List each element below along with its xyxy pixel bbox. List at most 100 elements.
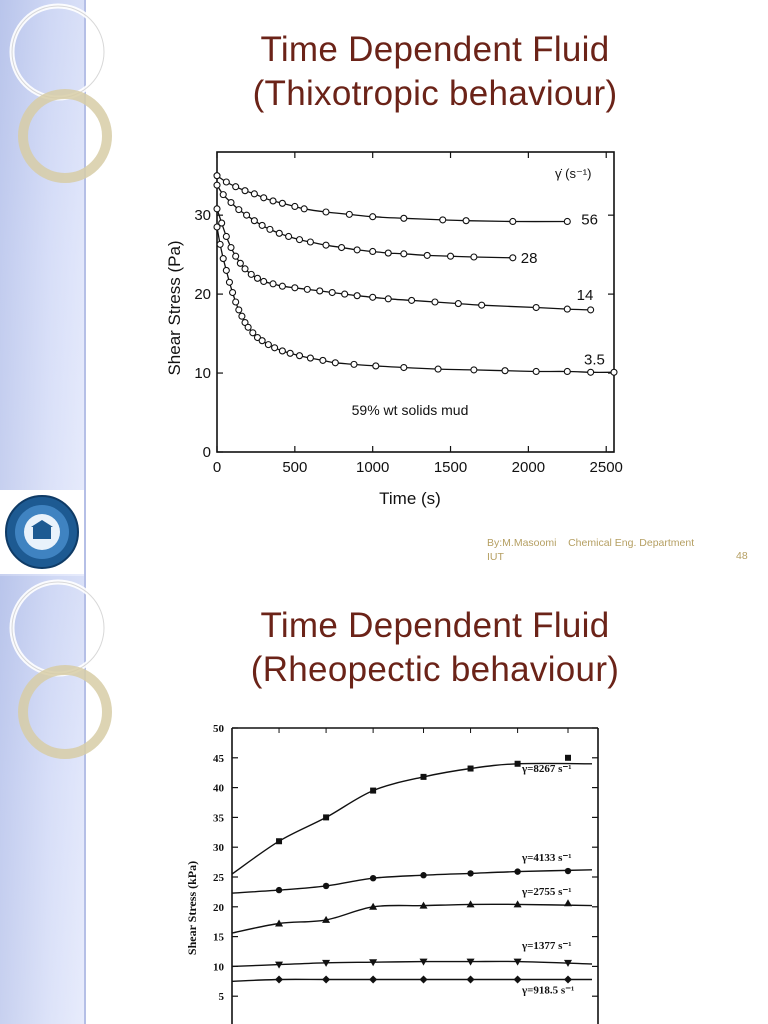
data-point bbox=[514, 760, 521, 767]
data-point bbox=[322, 208, 330, 216]
y-tick-label: 10 bbox=[213, 961, 225, 973]
x-tick-label: 500 bbox=[282, 459, 307, 476]
slide-title: Time Dependent Fluid (Rheopectic behavio… bbox=[150, 604, 720, 692]
data-point bbox=[563, 367, 571, 376]
series-label: γ=918.5 s⁻¹ bbox=[521, 985, 574, 997]
data-point bbox=[275, 886, 283, 894]
data-point bbox=[353, 292, 361, 300]
data-point bbox=[509, 217, 517, 226]
data-point bbox=[275, 961, 284, 969]
data-point bbox=[278, 347, 286, 355]
data-point bbox=[431, 298, 439, 306]
data-point bbox=[235, 306, 243, 314]
data-point bbox=[275, 919, 284, 927]
data-point bbox=[260, 194, 268, 202]
data-point bbox=[285, 232, 293, 241]
data-point bbox=[275, 975, 284, 984]
x-tick-label: 2000 bbox=[512, 459, 545, 476]
data-point bbox=[216, 240, 224, 248]
data-point bbox=[243, 211, 251, 219]
data-point bbox=[384, 249, 392, 257]
x-tick-label: 1000 bbox=[356, 459, 389, 476]
data-point bbox=[369, 247, 377, 256]
series-14: 14 bbox=[213, 205, 595, 314]
data-point bbox=[470, 253, 478, 261]
rheopectic-chart: 5 10 15 20 25 30 35 40 45 50 γ=8267 s⁻¹ γ=4133 s⁻¹… bbox=[185, 723, 599, 1024]
data-point bbox=[222, 266, 230, 274]
data-point bbox=[369, 959, 378, 967]
data-point bbox=[241, 265, 249, 273]
data-point bbox=[454, 300, 462, 308]
series-diamond: γ=918.5 s⁻¹ bbox=[231, 975, 592, 997]
data-point bbox=[466, 900, 475, 908]
data-point bbox=[253, 274, 262, 282]
data-point bbox=[322, 959, 331, 967]
data-point bbox=[232, 252, 240, 260]
series-label: 56 bbox=[581, 211, 598, 228]
series-label: γ=8267 s⁻¹ bbox=[521, 763, 572, 775]
footer-line-1: By:M.Masoomi Chemical Eng. Department bbox=[487, 537, 695, 549]
data-point bbox=[276, 838, 283, 845]
data-point bbox=[278, 199, 286, 207]
series-triangle: γ=2755 s⁻¹ bbox=[231, 886, 593, 934]
data-point bbox=[408, 296, 416, 304]
title-line-2: (Thixotropic behaviour) bbox=[252, 74, 618, 113]
data-point bbox=[269, 280, 277, 288]
data-point bbox=[295, 352, 304, 360]
data-point bbox=[258, 221, 266, 229]
legend-title: γ̇ (s⁻¹) bbox=[555, 166, 591, 181]
slide-title: Time Dependent Fluid (Thixotropic behavi… bbox=[150, 28, 720, 116]
data-point bbox=[509, 254, 517, 262]
data-point bbox=[369, 874, 377, 882]
data-point bbox=[419, 975, 428, 984]
data-point bbox=[222, 178, 230, 186]
data-point bbox=[322, 975, 331, 984]
y-tick-label: 30 bbox=[194, 207, 211, 224]
y-tick-label: 50 bbox=[213, 723, 225, 735]
data-point bbox=[303, 285, 311, 293]
series-label: γ=2755 s⁻¹ bbox=[521, 886, 572, 898]
series-3-5: 3.5 bbox=[213, 223, 618, 376]
data-point bbox=[532, 303, 540, 312]
data-point bbox=[331, 359, 339, 367]
data-point bbox=[501, 367, 509, 375]
data-point bbox=[353, 246, 361, 254]
data-point bbox=[295, 236, 304, 244]
data-point bbox=[253, 333, 262, 342]
data-point bbox=[323, 814, 330, 821]
data-point bbox=[291, 284, 299, 292]
data-point bbox=[369, 902, 378, 910]
data-point bbox=[250, 190, 258, 198]
data-point bbox=[446, 252, 455, 260]
ring-decoration bbox=[9, 579, 112, 759]
plot-frame bbox=[216, 151, 615, 453]
sidebar-decoration bbox=[0, 576, 86, 1024]
data-point bbox=[513, 900, 522, 908]
data-point bbox=[610, 368, 618, 376]
data-point bbox=[400, 363, 408, 372]
data-point bbox=[260, 277, 268, 286]
data-point bbox=[278, 282, 286, 290]
data-point bbox=[247, 270, 255, 278]
data-point bbox=[222, 232, 230, 241]
data-point bbox=[306, 354, 314, 362]
data-point bbox=[229, 288, 237, 297]
data-point bbox=[219, 255, 227, 263]
series-triangle-down: γ=1377 s⁻¹ bbox=[231, 940, 593, 969]
data-point bbox=[244, 323, 252, 331]
data-point bbox=[225, 278, 234, 286]
data-point bbox=[345, 210, 353, 218]
data-point bbox=[341, 290, 349, 298]
series-square: γ=8267 s⁻¹ bbox=[231, 754, 593, 875]
data-point bbox=[564, 899, 572, 907]
y-tick-label: 25 bbox=[213, 872, 225, 884]
data-point bbox=[213, 223, 221, 231]
data-point bbox=[249, 329, 257, 337]
data-point bbox=[286, 349, 294, 357]
data-point bbox=[232, 183, 240, 191]
data-point bbox=[462, 217, 470, 225]
data-point bbox=[369, 213, 377, 221]
data-point bbox=[466, 958, 475, 966]
title-line-1: Time Dependent Fluid bbox=[260, 606, 610, 645]
data-point bbox=[513, 975, 522, 984]
